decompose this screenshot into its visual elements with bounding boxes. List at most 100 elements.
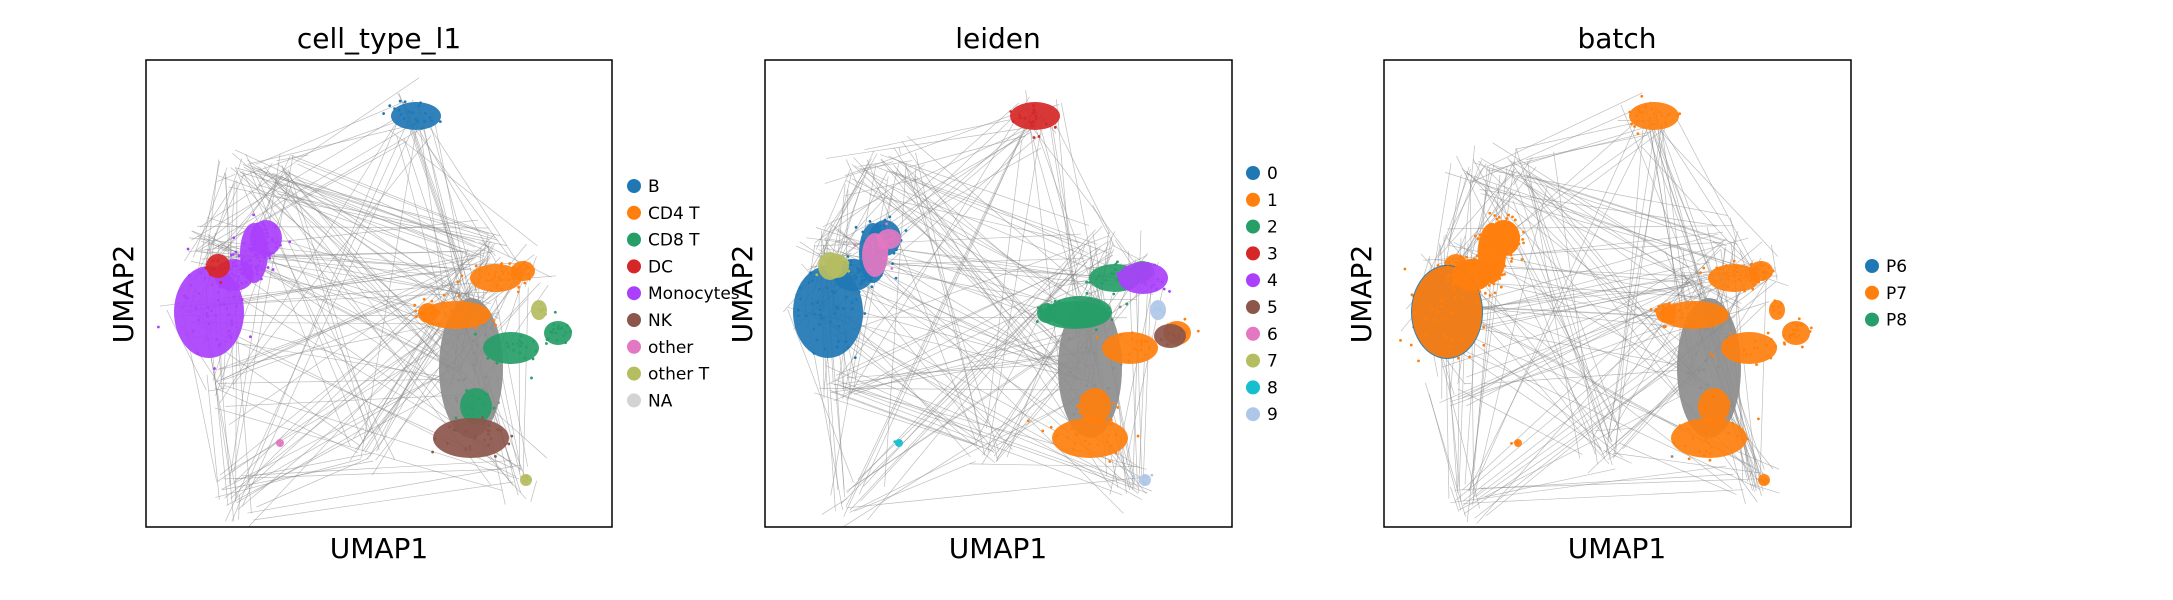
graph-edge xyxy=(843,377,1078,527)
graph-edge xyxy=(215,173,286,255)
graph-edge xyxy=(275,181,469,317)
legend-label: 1 xyxy=(1267,191,1278,211)
graph-edge xyxy=(1605,108,1659,455)
cluster-small-left-point xyxy=(208,272,212,276)
graph-edge xyxy=(252,167,475,242)
legend-marker xyxy=(627,232,641,247)
batch-p7-main-point xyxy=(1462,285,1465,289)
graph-edge xyxy=(814,392,982,448)
cluster-leiden-6-point xyxy=(885,222,888,226)
batch-p7-main-point xyxy=(1471,263,1475,267)
batch-p7-main-point xyxy=(1473,268,1477,272)
cluster-main-left-point xyxy=(253,240,256,244)
graph-edge xyxy=(410,122,511,258)
cluster-leiden-2-point xyxy=(1055,313,1058,316)
cluster-leiden-6-point xyxy=(863,245,867,249)
cluster-tip-point xyxy=(1772,308,1776,312)
batch-p7-main-point xyxy=(1453,296,1457,300)
cluster-bottom-point xyxy=(1041,429,1045,433)
cluster-main-left-point xyxy=(231,253,235,256)
cluster-right-mid-point xyxy=(478,409,482,413)
cluster-main-left-point xyxy=(813,312,817,316)
batch-p7-main-point xyxy=(1503,264,1507,268)
gray-region-point xyxy=(1670,455,1674,458)
legend-marker xyxy=(1246,219,1260,234)
cluster-right-upper-point xyxy=(426,311,429,315)
cluster-top-point xyxy=(411,111,415,115)
cluster-tip-point xyxy=(540,309,544,313)
graph-edge xyxy=(833,235,1109,337)
legend-label: 2 xyxy=(1267,218,1278,238)
cluster-top-point xyxy=(1628,110,1632,114)
plot-frame xyxy=(764,59,1233,528)
cluster-right-upper-point xyxy=(455,318,459,321)
batch-p7-main-point xyxy=(1501,241,1505,245)
cluster-right-mid-area xyxy=(544,321,572,345)
cluster-top-point xyxy=(1032,108,1036,112)
graph-edge xyxy=(906,136,1111,311)
legend-marker xyxy=(1246,407,1260,422)
cluster-right-mid-point xyxy=(1098,413,1101,417)
cluster-right-mid-point xyxy=(1183,317,1187,321)
cluster-right-mid-point xyxy=(1728,341,1731,345)
cluster-right-upper-point xyxy=(1038,309,1042,313)
cluster-bottom-point xyxy=(1708,458,1712,462)
cluster-bottom-point xyxy=(499,428,503,432)
cluster-main-left-point xyxy=(199,271,202,275)
cluster-right-mid-point xyxy=(1128,353,1131,357)
cluster-main-left-point xyxy=(837,339,840,343)
cluster-dot-point xyxy=(279,443,282,447)
graph-edge xyxy=(993,440,998,461)
legend-label: other T xyxy=(648,365,710,385)
cluster-right-mid-point xyxy=(486,356,490,360)
cluster-right-upper-point xyxy=(487,272,491,276)
cluster-right-upper-point xyxy=(1046,303,1050,307)
cluster-main-left-point xyxy=(818,287,822,291)
cluster-leiden-2-area xyxy=(1048,296,1112,328)
cluster-right-mid-area xyxy=(483,332,539,364)
cluster-main-left-point xyxy=(235,304,238,308)
cluster-main-left-point xyxy=(1488,294,1492,297)
cluster-leiden-6-point xyxy=(875,234,879,238)
graph-edge xyxy=(460,263,517,265)
graph-edge xyxy=(1435,304,1719,331)
legend-label: P6 xyxy=(1886,257,1907,277)
cluster-right-upper-point xyxy=(1724,271,1728,275)
graph-edge xyxy=(1718,280,1768,306)
cluster-tip-point xyxy=(537,308,541,311)
gray-region-point xyxy=(484,375,488,379)
cluster-main-left-point xyxy=(196,318,200,322)
graph-edge xyxy=(1512,200,1613,443)
graph-edge xyxy=(285,171,369,434)
graph-edge xyxy=(481,240,496,257)
batch-p7-main-point xyxy=(1468,273,1472,277)
cluster-top-point xyxy=(1667,113,1671,117)
cluster-leiden-2-point xyxy=(1092,304,1096,308)
graph-edge xyxy=(824,161,894,184)
cluster-right-upper-point xyxy=(457,294,461,298)
batch-p7-main-point xyxy=(1503,232,1507,236)
cluster-main-left-point xyxy=(1503,272,1506,276)
plot-frame xyxy=(1383,59,1852,528)
cluster-main-left-point xyxy=(848,277,852,280)
legend-marker xyxy=(1246,246,1260,261)
cluster-right-upper-point xyxy=(432,311,436,315)
graph-edge xyxy=(215,183,293,396)
graph-edge xyxy=(230,240,492,499)
cluster-top-point xyxy=(402,117,406,120)
cluster-right-upper-point xyxy=(1695,304,1699,308)
cluster-main-left-point xyxy=(256,269,259,272)
batch-p7-main-point xyxy=(1451,311,1454,315)
cluster-top-point xyxy=(408,110,411,114)
graph-edge xyxy=(222,460,374,491)
graph-edge xyxy=(1448,382,1462,502)
cluster-main-left-point xyxy=(849,263,853,267)
cluster-right-upper-point xyxy=(423,318,426,321)
cluster-right-upper-point xyxy=(1754,279,1758,283)
graph-edge xyxy=(522,287,529,485)
cluster-small-left-point xyxy=(216,259,220,263)
cluster-main-left-point xyxy=(863,312,867,315)
cluster-bottom-point xyxy=(1114,451,1118,455)
gray-region-point xyxy=(1092,352,1096,356)
graph-edge xyxy=(197,225,489,229)
